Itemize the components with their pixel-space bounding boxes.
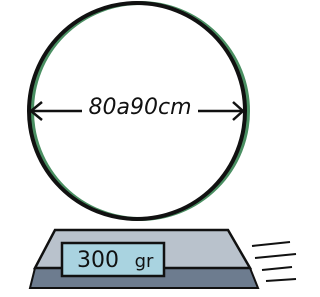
page: 80a90cm 300 gr (() => { const data = JSO… xyxy=(0,0,320,297)
scale-unit: gr xyxy=(135,251,154,272)
motion-lines xyxy=(252,242,296,281)
scale-reading: 300 xyxy=(77,248,119,273)
illustration: 80a90cm 300 gr xyxy=(0,0,299,297)
dimension-label: 80a90cm xyxy=(89,95,192,120)
